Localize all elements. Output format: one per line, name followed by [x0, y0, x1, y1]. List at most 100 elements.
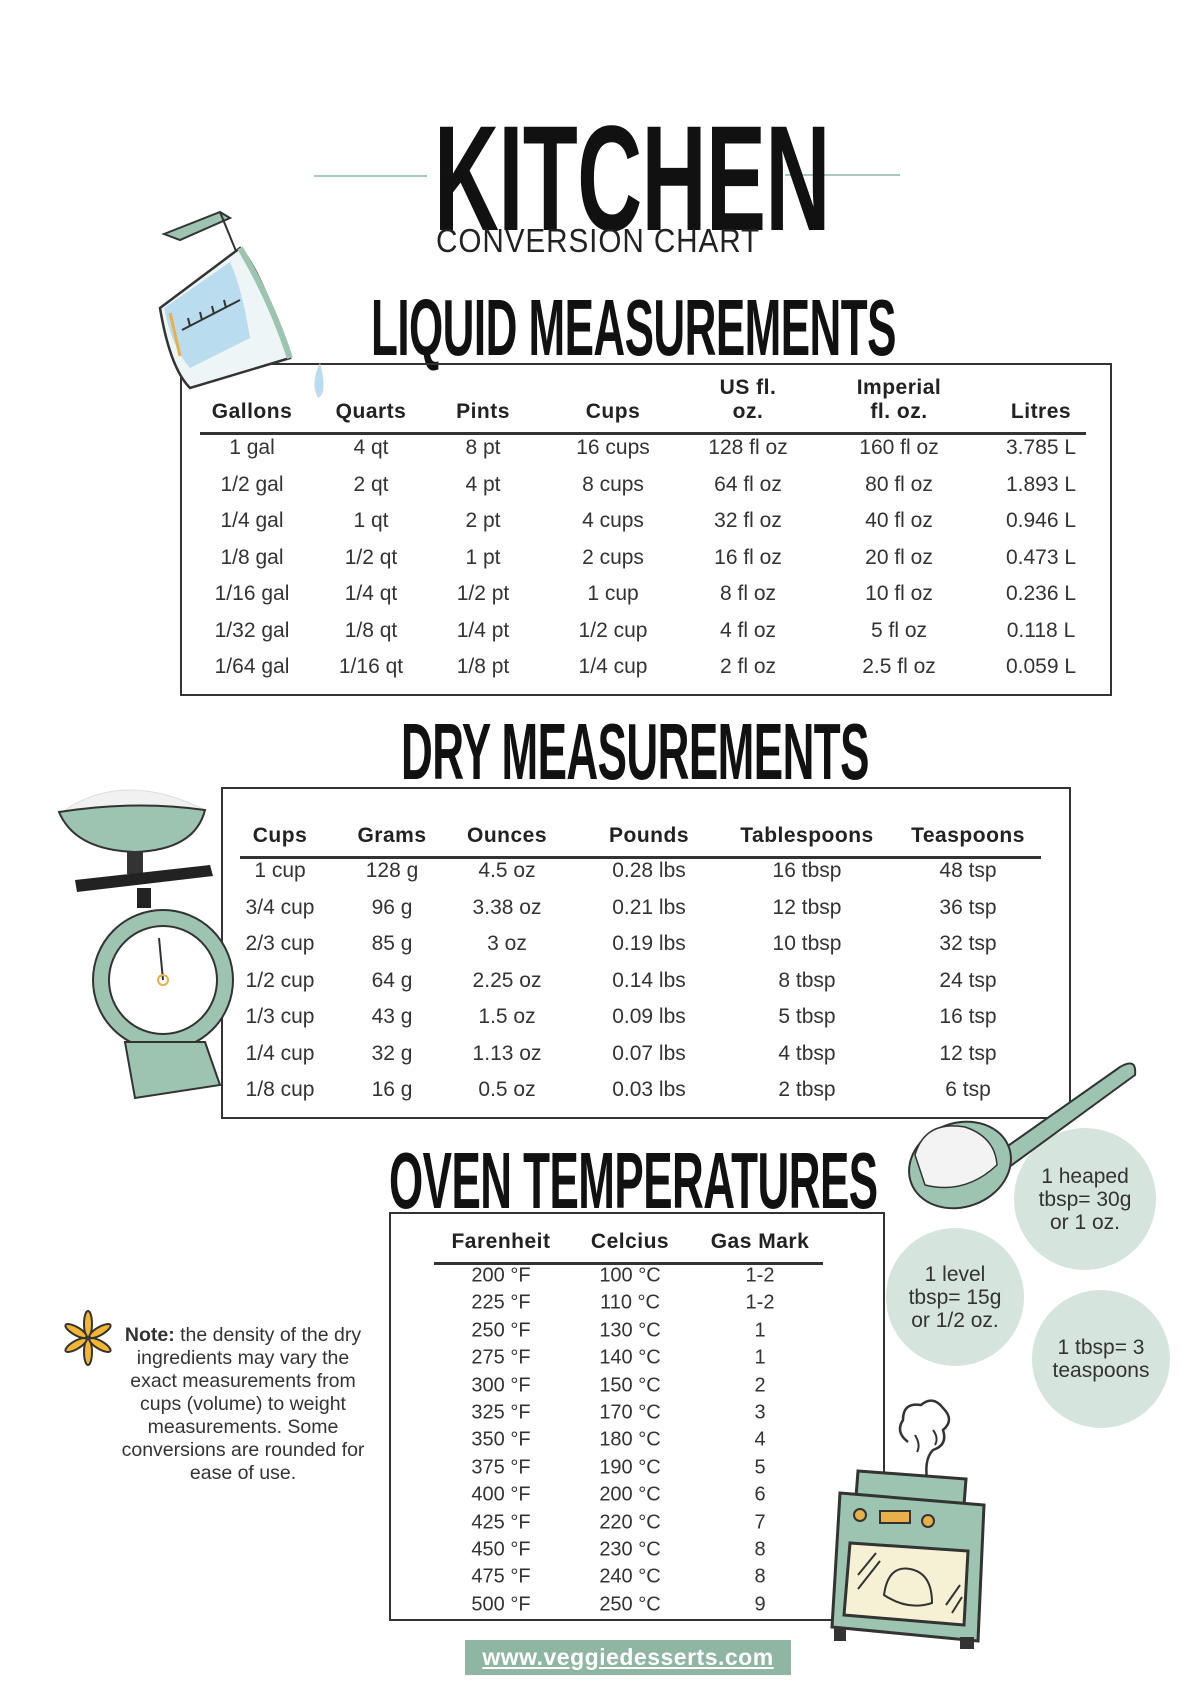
liquid-table-cell: 2 pt [465, 509, 501, 532]
liquid-column-header: Litres [1010, 400, 1072, 423]
dry-table-cell: 3.38 oz [472, 895, 542, 919]
dry-column-header: Ounces [466, 824, 548, 847]
liquid-table-cell: 1/2 qt [344, 545, 398, 569]
dry-table-cell: 0.21 lbs [612, 895, 686, 919]
dry-table-cell: 1.5 oz [478, 1005, 536, 1028]
liquid-table-cell: 1/8 gal [220, 545, 284, 569]
liquid-table-cell: 2 cups [582, 545, 644, 569]
oven-table-cell: 500 °F [471, 1593, 531, 1616]
liquid-table-cell: 80 fl oz [865, 472, 933, 496]
dry-column-header: Tablespoons [740, 824, 874, 847]
oven-table [389, 1212, 885, 1621]
page-subtitle: CONVERSION CHART [436, 222, 761, 259]
oven-table-cell: 4 [754, 1428, 766, 1451]
oven-table-cell: 3 [754, 1401, 766, 1424]
dry-table-cell: 0.14 lbs [612, 968, 686, 992]
oven-column-header: Gas Mark [710, 1230, 810, 1253]
dry-table-cell: 128 g [365, 859, 419, 882]
liquid-table-cell: 1/2 cup [578, 618, 648, 642]
liquid-table-cell: 4 fl oz [719, 618, 777, 642]
liquid-table-cell: 1/4 gal [220, 509, 284, 532]
liquid-table-cell: 1/2 gal [220, 472, 284, 496]
oven-table-cell: 450 °F [471, 1538, 531, 1561]
oven-table-cell: 325 °F [471, 1401, 531, 1424]
dry-table-cell: 0.03 lbs [612, 1078, 686, 1101]
oven-header-divider [434, 1262, 823, 1265]
oven-table-cell: 1 [754, 1346, 766, 1369]
liquid-table-cell: 4 qt [353, 436, 389, 459]
liquid-table-cell: 3.785 L [1005, 436, 1077, 459]
liquid-table-cell: 1/32 gal [214, 618, 290, 642]
liquid-table-cell: 8 cups [582, 472, 644, 496]
dry-table-cell: 16 tbsp [772, 859, 842, 882]
liquid-column-header: Cups [585, 400, 641, 423]
liquid-table-cell: 1 qt [353, 509, 389, 532]
oven-table-cell: 1-2 [745, 1264, 775, 1287]
oven-table-cell: 190 °C [599, 1456, 661, 1479]
dry-table-cell: 96 g [371, 895, 413, 919]
oven-table-cell: 130 °C [599, 1319, 661, 1342]
oven-table-cell: 1 [754, 1319, 766, 1342]
liquid-table-cell: 1 gal [229, 436, 275, 459]
liquid-table-cell: 1/8 qt [344, 618, 398, 642]
dry-column-header: Cups [252, 824, 308, 847]
tip-heaped-tbsp: 1 heaped tbsp= 30g or 1 oz. [1014, 1128, 1156, 1270]
liquid-column-header: Gallons [211, 400, 293, 423]
liquid-table-cell: 1 cup [587, 582, 639, 605]
liquid-table-cell: 0.236 L [1005, 582, 1077, 605]
dry-table-cell: 0.28 lbs [612, 859, 686, 882]
dry-table-cell: 4 tbsp [778, 1041, 836, 1065]
dry-table-cell: 1/2 cup [245, 968, 315, 992]
liquid-table-cell: 5 fl oz [870, 618, 928, 642]
oven-table-cell: 8 [754, 1538, 766, 1561]
dry-table-cell: 24 tsp [939, 968, 997, 992]
dry-table-cell: 64 g [371, 968, 413, 992]
liquid-table-cell: 1.893 L [1005, 472, 1077, 496]
website-link[interactable]: www.veggiedesserts.com [465, 1640, 791, 1675]
dry-table-cell: 0.5 oz [478, 1078, 536, 1101]
liquid-table-cell: 1/16 gal [214, 582, 290, 605]
liquid-table-cell: 128 fl oz [708, 436, 788, 459]
dry-table-cell: 2/3 cup [245, 932, 315, 955]
oven-table-cell: 300 °F [471, 1374, 531, 1397]
dry-heading: DRY MEASUREMENTS [401, 707, 869, 796]
note-label: Note: [124, 1324, 175, 1346]
liquid-table-cell: 2 fl oz [719, 655, 777, 678]
dry-table-cell: 4.5 oz [478, 859, 536, 882]
liquid-table-cell: 2.5 fl oz [862, 655, 936, 678]
liquid-column-header: Imperial fl. oz. [856, 376, 942, 423]
oven-table-cell: 200 °C [599, 1483, 661, 1506]
liquid-column-header: Pints [456, 400, 510, 423]
oven-table-cell: 200 °F [471, 1264, 531, 1287]
oven-table-cell: 7 [754, 1511, 766, 1534]
dry-table-cell: 16 tsp [939, 1005, 997, 1028]
dry-table-cell: 1/4 cup [245, 1041, 315, 1065]
spoon-icon [908, 1062, 1137, 1210]
dry-table-cell: 85 g [371, 932, 413, 955]
dry-table-cell: 2 tbsp [778, 1078, 836, 1101]
note-text: Note: the density of the dry ingredients… [112, 1324, 374, 1485]
note-body: the density of the dry ingredients may v… [121, 1324, 365, 1484]
liquid-table-cell: 1/4 pt [456, 618, 510, 642]
dry-table-cell: 0.09 lbs [612, 1005, 686, 1028]
dry-table-cell: 1 cup [254, 859, 306, 882]
oven-table-cell: 6 [754, 1483, 766, 1506]
liquid-heading: LIQUID MEASUREMENTS [371, 283, 896, 372]
dry-table-cell: 0.07 lbs [612, 1041, 686, 1065]
liquid-table-cell: 20 fl oz [865, 545, 933, 569]
liquid-table-cell: 1/2 pt [456, 582, 510, 605]
dry-table-cell: 10 tbsp [772, 932, 842, 955]
liquid-table-cell: 16 cups [576, 436, 650, 459]
tip-level-tbsp: 1 level tbsp= 15g or 1/2 oz. [886, 1228, 1024, 1366]
dry-table-cell: 16 g [371, 1078, 413, 1101]
oven-table-cell: 230 °C [599, 1538, 661, 1561]
liquid-table-cell: 4 cups [582, 509, 644, 532]
liquid-table-cell: 1 pt [465, 545, 501, 569]
dry-table-cell: 48 tsp [939, 859, 997, 882]
liquid-table-cell: 64 fl oz [714, 472, 782, 496]
liquid-table-cell: 16 fl oz [714, 545, 782, 569]
dry-column-header: Pounds [609, 824, 689, 847]
liquid-column-header: Quarts [335, 400, 407, 423]
oven-table-cell: 150 °C [599, 1374, 661, 1397]
oven-table-cell: 110 °C [600, 1291, 660, 1314]
